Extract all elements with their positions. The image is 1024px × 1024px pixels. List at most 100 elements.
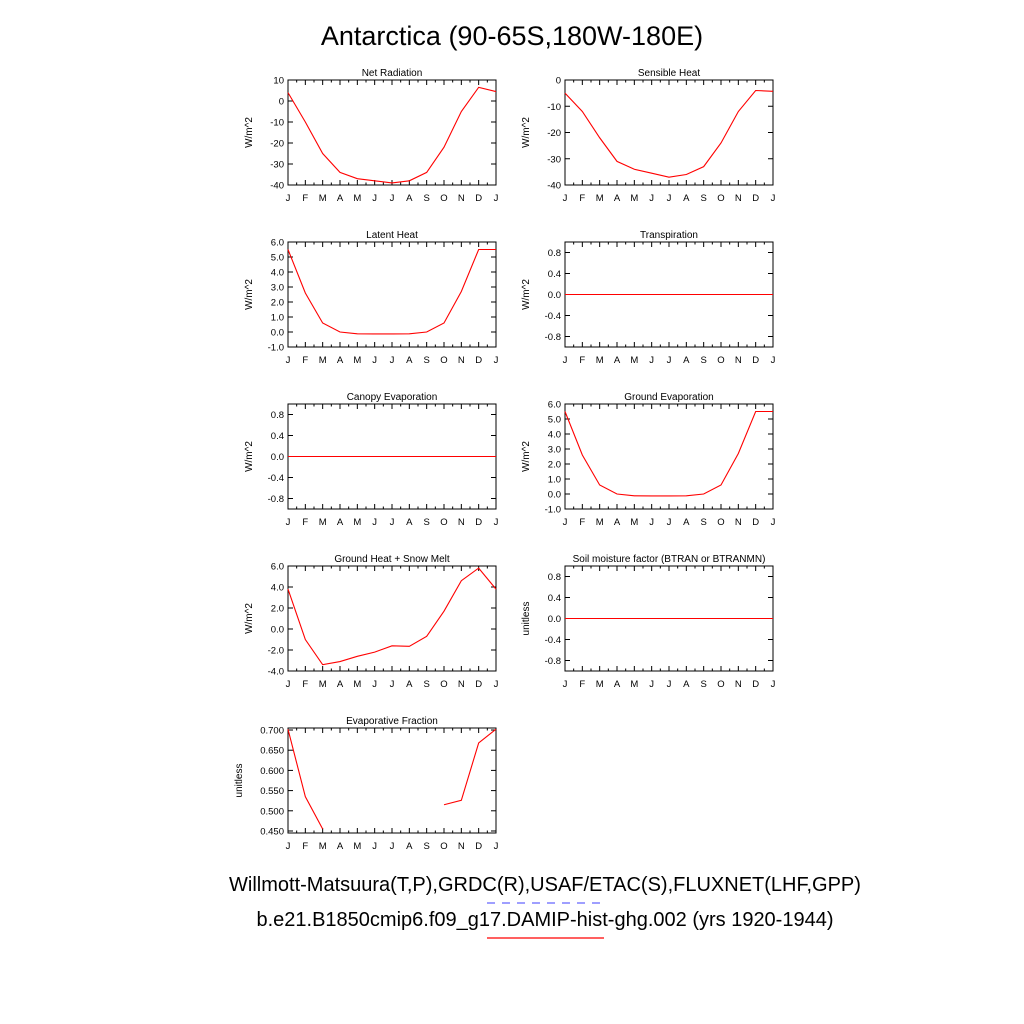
latent-heat-xtick-label: O: [440, 355, 447, 366]
sensible-heat-xtick-label: M: [630, 193, 638, 204]
soil-moisture-factor-btran-or-btranmn-xtick-label: F: [579, 679, 585, 690]
sensible-heat-xtick-label: M: [596, 193, 604, 204]
sensible-heat-title: Sensible Heat: [638, 68, 700, 79]
panel-soil-moisture-factor-btran-or-btranmn: Soil moisture factor (BTRAN or BTRANMN) J…: [521, 554, 776, 690]
sensible-heat-series-line: [564, 89, 774, 178]
soil-moisture-factor-btran-or-btranmn-xtick-label: N: [735, 679, 742, 690]
ground-evaporation-xtick-label: S: [700, 517, 706, 528]
transpiration-xtick-label: J: [771, 355, 776, 366]
canopy-evaporation-ytick-label: 0.8: [271, 410, 284, 421]
transpiration-xtick-label: S: [700, 355, 706, 366]
transpiration-xtick-label: M: [596, 355, 604, 366]
ground-heat-snow-melt-xtick-label: N: [458, 679, 465, 690]
evaporative-fraction-ylabel: unitless: [234, 764, 245, 798]
latent-heat-xtick-label: M: [353, 355, 361, 366]
net-radiation-frame: [287, 79, 497, 186]
ground-evaporation-ytick-label: 6.0: [548, 400, 561, 411]
latent-heat-ytick-label: 2.0: [271, 298, 284, 309]
soil-moisture-factor-btran-or-btranmn-title: Soil moisture factor (BTRAN or BTRANMN): [573, 554, 766, 565]
transpiration-xtick-label: J: [649, 355, 654, 366]
ground-heat-snow-melt-xtick-label: D: [475, 679, 482, 690]
ground-heat-snow-melt-ytick-label: 6.0: [271, 562, 284, 573]
evaporative-fraction-xtick-label: J: [286, 841, 291, 852]
net-radiation-xtick-label: J: [494, 193, 499, 204]
canopy-evaporation-xtick-label: J: [390, 517, 395, 528]
ground-heat-snow-melt-ytick-label: 0.0: [271, 625, 284, 636]
latent-heat-frame: [287, 241, 497, 348]
net-radiation-xtick-label: S: [423, 193, 429, 204]
ground-heat-snow-melt-xtick-label: M: [319, 679, 327, 690]
canopy-evaporation-xtick-label: F: [302, 517, 308, 528]
evaporative-fraction-xtick-label: S: [423, 841, 429, 852]
ground-heat-snow-melt-ytick-label: 4.0: [271, 583, 284, 594]
ground-evaporation-xtick-label: A: [614, 517, 621, 528]
net-radiation-xtick-label: N: [458, 193, 465, 204]
ground-evaporation-ytick-label: 4.0: [548, 430, 561, 441]
latent-heat-xtick-label: D: [475, 355, 482, 366]
sensible-heat-xtick-label: A: [614, 193, 621, 204]
evaporative-fraction-xtick-label: D: [475, 841, 482, 852]
evaporative-fraction-xtick-label: N: [458, 841, 465, 852]
evaporative-fraction-ytick-label: 0.550: [260, 786, 284, 797]
soil-moisture-factor-btran-or-btranmn-ylabel: unitless: [521, 602, 532, 636]
net-radiation-xtick-label: M: [353, 193, 361, 204]
sensible-heat-ylabel: W/m^2: [521, 117, 532, 148]
ground-evaporation-ytick-label: 3.0: [548, 445, 561, 456]
soil-moisture-factor-btran-or-btranmn-xtick-label: M: [596, 679, 604, 690]
latent-heat-xtick-label: J: [390, 355, 395, 366]
figure-title: Antarctica (90-65S,180W-180E): [321, 21, 703, 51]
canopy-evaporation-ytick-label: 0.0: [271, 452, 284, 463]
net-radiation-ytick-label: -10: [270, 118, 284, 129]
sensible-heat-xtick-label: D: [752, 193, 759, 204]
ground-heat-snow-melt-xtick-label: O: [440, 679, 447, 690]
ground-heat-snow-melt-xtick-label: F: [302, 679, 308, 690]
transpiration-title: Transpiration: [640, 230, 698, 241]
transpiration-xtick-label: M: [630, 355, 638, 366]
net-radiation-ytick-label: -30: [270, 160, 284, 171]
evaporative-fraction-title: Evaporative Fraction: [346, 716, 438, 727]
ground-evaporation-xtick-label: N: [735, 517, 742, 528]
ground-evaporation-ylabel: W/m^2: [521, 441, 532, 472]
evaporative-fraction-ytick-label: 0.650: [260, 746, 284, 757]
sensible-heat-ytick-label: -40: [547, 181, 561, 192]
ground-evaporation-ytick-label: 0.0: [548, 490, 561, 501]
ground-heat-snow-melt-xtick-label: A: [406, 679, 413, 690]
soil-moisture-factor-btran-or-btranmn-xtick-label: J: [563, 679, 568, 690]
evaporative-fraction-xtick-label: F: [302, 841, 308, 852]
canopy-evaporation-xtick-label: A: [337, 517, 344, 528]
ground-evaporation-xtick-label: J: [667, 517, 672, 528]
ground-evaporation-title: Ground Evaporation: [624, 392, 714, 403]
ground-heat-snow-melt-ylabel: W/m^2: [244, 603, 255, 634]
evaporative-fraction-series-line: [443, 728, 497, 806]
transpiration-xtick-label: J: [563, 355, 568, 366]
latent-heat-xtick-label: A: [337, 355, 344, 366]
transpiration-xtick-label: A: [614, 355, 621, 366]
ground-evaporation-frame: [564, 403, 774, 510]
net-radiation-title: Net Radiation: [362, 68, 423, 79]
evaporative-fraction-ytick-label: 0.600: [260, 766, 284, 777]
transpiration-ytick-label: 0.0: [548, 290, 561, 301]
ground-evaporation-xtick-label: J: [771, 517, 776, 528]
soil-moisture-factor-btran-or-btranmn-ytick-label: -0.8: [545, 656, 561, 667]
latent-heat-xtick-label: M: [319, 355, 327, 366]
canopy-evaporation-ytick-label: 0.4: [271, 431, 284, 442]
ground-evaporation-series-line: [564, 410, 773, 497]
net-radiation-xtick-label: F: [302, 193, 308, 204]
evaporative-fraction-frame: [287, 727, 497, 834]
net-radiation-xtick-label: A: [337, 193, 344, 204]
soil-moisture-factor-btran-or-btranmn-xtick-label: S: [700, 679, 706, 690]
evaporative-fraction-xtick-label: J: [494, 841, 499, 852]
soil-moisture-factor-btran-or-btranmn-xtick-label: M: [630, 679, 638, 690]
ground-evaporation-ytick-label: -1.0: [545, 505, 561, 516]
canopy-evaporation-xtick-label: N: [458, 517, 465, 528]
transpiration-xtick-label: F: [579, 355, 585, 366]
evaporative-fraction-ytick-label: 0.700: [260, 726, 284, 737]
ground-evaporation-xtick-label: J: [649, 517, 654, 528]
soil-moisture-factor-btran-or-btranmn-xtick-label: J: [649, 679, 654, 690]
